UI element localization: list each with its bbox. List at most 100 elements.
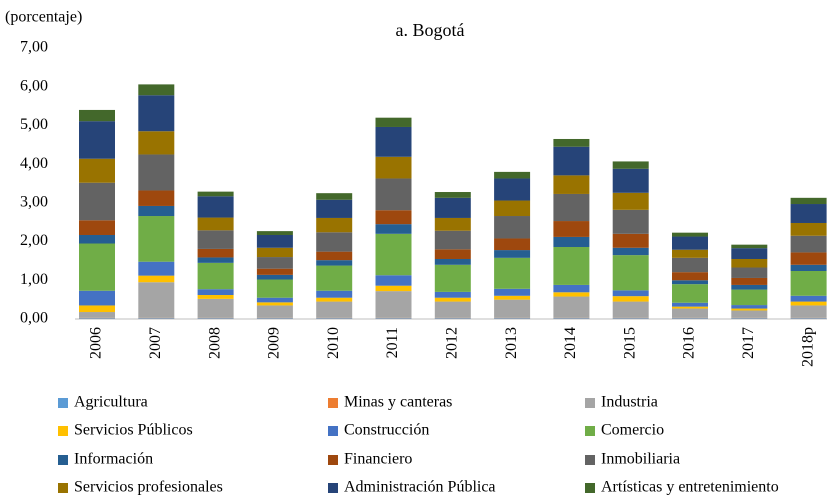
bar-segment [316,318,353,319]
bar-segment [79,121,115,159]
bar-segment [375,126,412,157]
bar-segment [553,236,590,247]
bar-segment [731,308,768,311]
legend-label: Administración Pública [344,479,496,496]
bar-segment [79,109,115,122]
bar-segment [494,257,531,289]
bar-segment [79,290,115,306]
bar-segment [434,197,471,218]
bar-segment [553,296,590,318]
bar-segment [138,154,175,191]
bar-segment [197,298,234,318]
legend-swatch [585,455,595,465]
y-tick-label: 7,00 [20,39,48,56]
bar-segment [256,318,293,319]
legend-label: Agricultura [74,394,148,411]
bar-segment [375,210,412,225]
y-tick-label: 2,00 [20,232,48,249]
bar-segment [138,275,175,283]
legend-label: Comercio [601,422,664,439]
x-tick-label: 2008 [206,327,223,359]
x-tick-label: 2014 [562,327,579,359]
bar-segment [672,302,708,307]
bar-segment [553,146,590,176]
x-tick-label: 2013 [503,327,520,359]
bar-segment [434,318,471,319]
bar-segment [256,279,293,298]
bar-segment [790,222,827,236]
chart-title: a. Bogotá [396,20,465,40]
bar-segment [197,191,234,197]
bar-segment [731,305,768,309]
legend-swatch [585,398,595,408]
bar-segment [79,234,115,244]
legend-swatch [58,398,68,408]
bar-segment [731,258,768,268]
bar-segment [256,268,293,275]
legend-label: Artísticas y entretenimiento [601,479,779,496]
bar-segment [316,193,353,200]
bar-segment [197,318,234,319]
bar-segment [790,197,827,205]
bar-segment [672,236,708,250]
bar-segment [316,290,353,298]
y-tick-label: 4,00 [20,155,48,172]
bar-segment [672,318,708,319]
y-tick-label: 0,00 [20,310,48,327]
legend-label: Información [74,451,153,468]
bar-segment [197,196,234,218]
x-tick-label: 2012 [443,327,460,359]
bar-segment [316,260,353,266]
x-tick-label: 2017 [740,327,757,359]
bar-segment [612,209,649,234]
x-tick-label: 2015 [621,327,638,359]
bar-segment [612,318,649,319]
bar-segment [197,289,234,295]
bar-segment [494,178,531,201]
bar-segment [434,230,471,250]
bar-segment [375,224,412,234]
bar-segment [375,318,412,319]
x-tick-label: 2007 [147,327,164,359]
bar-segment [790,318,827,319]
bar-segment [375,233,412,276]
bar-segment [553,138,590,147]
bar-segment [256,274,293,280]
bar-segment [672,280,708,285]
bar-segment [79,305,115,313]
bar-segment [197,294,234,299]
legend-swatch [328,483,338,493]
bar-segment [790,204,827,223]
y-tick-label: 3,00 [20,194,48,211]
bar-segment [731,289,768,306]
x-tick-label: 2010 [325,327,342,359]
bar-segment [434,264,471,292]
bar-segment [612,255,649,291]
x-tick-label: 2016 [681,327,698,359]
bar-segment [790,235,827,253]
bar-segment [375,291,412,318]
bar-segment [612,233,649,248]
bar-segment [79,312,115,318]
bar-segment [138,216,175,262]
bar-segment [731,318,768,319]
bar-segment [672,249,708,258]
bar-segment [316,232,353,252]
legend-label: Inmobiliaria [601,451,680,468]
bar-segment [256,297,293,303]
bar-segment [790,301,827,306]
bar-segment [256,305,293,318]
bar-segment [494,200,531,217]
bar-segment [553,246,590,285]
x-tick-label: 2006 [88,327,105,359]
bar-segment [494,171,531,179]
legend-label: Construcción [344,422,429,439]
bar-segment [138,205,175,217]
y-tick-label: 6,00 [20,77,48,94]
bar-segment [316,217,353,233]
bar-segment [731,284,768,290]
bar-segment [672,306,708,309]
bar-segment [375,275,412,286]
bar-segment [256,302,293,306]
